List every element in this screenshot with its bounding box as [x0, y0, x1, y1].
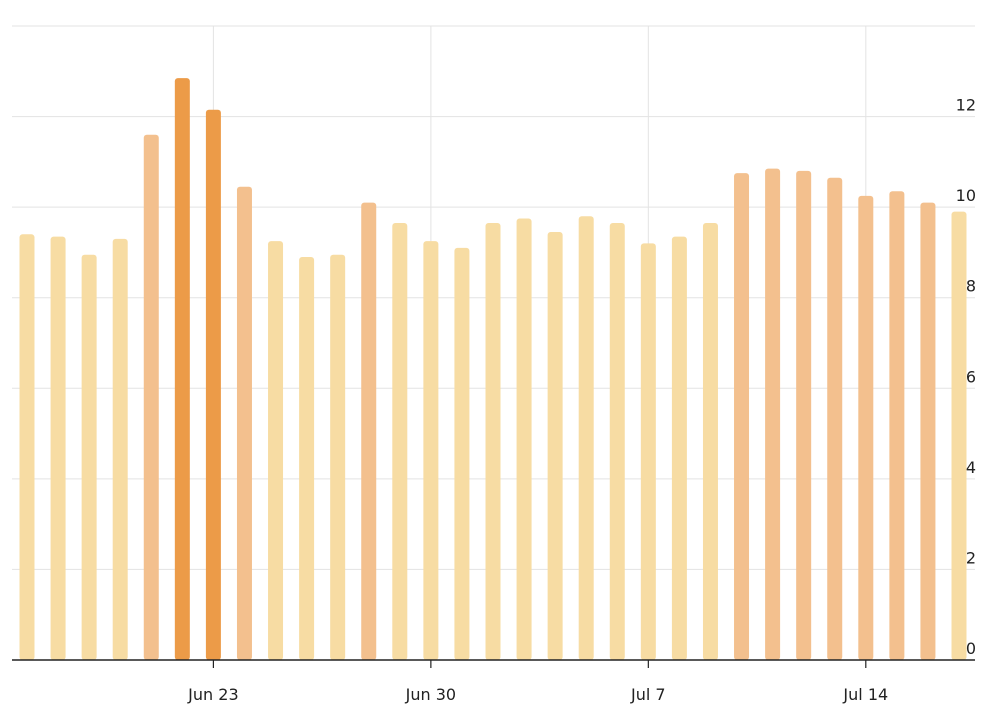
bar: Jun 19: 8.95: [81, 254, 97, 660]
bar: Jun 30: 9.25: [423, 241, 439, 661]
x-tick-label: Jul 7: [630, 685, 666, 704]
bar: Jul 10: 10.75: [734, 173, 750, 660]
bar: Jun 21: 11.6: [143, 134, 159, 660]
y-tick-label: 0: [966, 639, 976, 658]
y-tick-label: 4: [966, 458, 976, 477]
bar: Jul 3: 9.75: [516, 218, 532, 660]
bar: Jul 7: 9.2: [640, 243, 656, 660]
bar: Jul 6: 9.65: [609, 222, 625, 661]
bar: Jun 18: 9.35: [50, 236, 66, 660]
tick-labels: Jun 23 Jun 30 Jul 7 Jul 14 0 2 4 6 8 10 12: [187, 96, 976, 704]
bar-series: Jun 17: 9.4 Jun 18: 9.35 Jun 19: 8.95 Jun 2…: [19, 78, 967, 661]
bar: Jun 29: 9.65: [392, 222, 408, 661]
axes: [12, 659, 975, 668]
bar: Jun 27: 8.95: [330, 254, 346, 660]
y-tick-label: 6: [966, 367, 976, 386]
x-tick-label: Jun 30: [405, 685, 456, 704]
bar: Jul 14: 10.25: [858, 195, 874, 660]
bar: Jul 1: 9.1: [454, 247, 470, 660]
bar: Jul 17: 9.9: [951, 211, 967, 661]
bar: Jun 20: 9.3: [112, 238, 128, 660]
bar: Jun 28: 10.1: [361, 202, 377, 661]
y-tick-label: 2: [966, 548, 976, 567]
bar: Jul 4: 9.45: [547, 232, 563, 661]
bar: Jun 26: 8.9: [299, 256, 315, 660]
bar: Jul 12: 10.8: [796, 170, 812, 660]
y-tick-label: 10: [956, 186, 976, 205]
y-tick-label: 8: [966, 277, 976, 296]
bar: Jun 25: 9.25: [268, 241, 284, 661]
bar: Jun 22: 12.85: [174, 78, 190, 660]
bar: Jul 13: 10.65: [827, 177, 843, 660]
bar: Jul 2: 9.65: [485, 222, 501, 661]
bar: Jul 9: 9.65: [702, 222, 718, 661]
bar: Jun 24: 10.45: [236, 186, 252, 660]
x-tick-label: Jul 14: [842, 685, 888, 704]
bar: Jun 23: 12.15: [205, 109, 221, 660]
bar: Jul 5: 9.8: [578, 216, 594, 660]
bar: Jul 8: 9.35: [671, 236, 687, 660]
x-tick-label: Jun 23: [187, 685, 238, 704]
bar: Jul 15: 10.35: [889, 191, 905, 661]
bar: Jun 17: 9.4: [19, 234, 35, 660]
bar: Jul 11: 10.85: [765, 168, 781, 660]
y-tick-label: 12: [956, 96, 976, 115]
bar: Jul 16: 10.1: [920, 202, 936, 661]
